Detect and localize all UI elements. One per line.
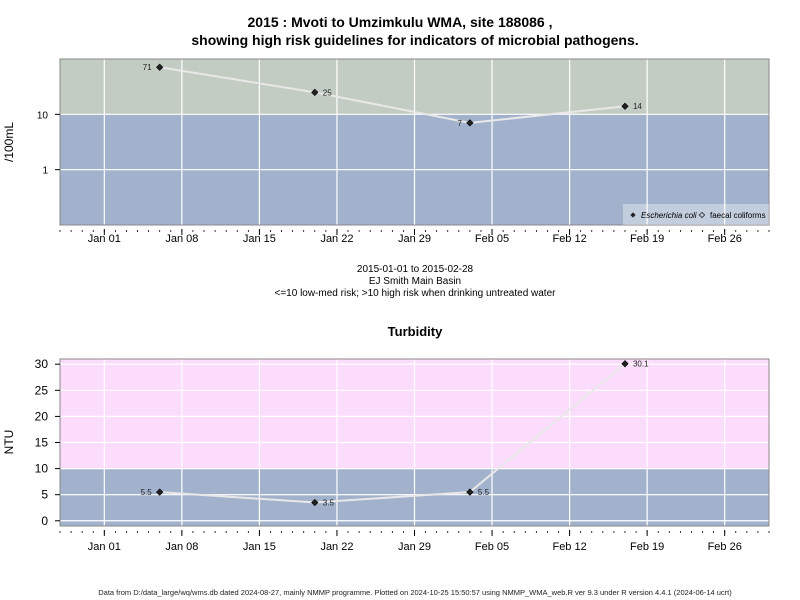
micro-data-label: 14 [633, 102, 642, 111]
micro-xtick-label: Feb 12 [552, 233, 586, 245]
turb-ytick-label: 25 [35, 383, 49, 397]
turb-data-label: 5.5 [478, 488, 490, 497]
turb-xtick-label: Feb 05 [475, 541, 509, 553]
turb-xtick-label: Jan 29 [398, 541, 431, 553]
micro-series-line [159, 66, 626, 124]
turb-data-point [156, 488, 164, 496]
location-text: EJ Smith Main Basin [368, 276, 462, 287]
micro-data-point [156, 63, 164, 71]
turb-xtick-label: Jan 15 [243, 541, 276, 553]
turb-xtick-label: Feb 12 [552, 541, 586, 553]
micro-xtick-label: Jan 01 [88, 233, 121, 245]
turb-data-point [466, 488, 474, 496]
micro-xtick-label: Jan 08 [165, 233, 198, 245]
turb-xtick-label: Feb 19 [630, 541, 664, 553]
turb-ylabel: NTU [2, 430, 16, 455]
legend-label-faecal: faecal coliforms [710, 211, 766, 220]
legend-box [623, 204, 769, 225]
micro-data-point [311, 88, 319, 96]
micro-xtick-label: Feb 26 [708, 233, 742, 245]
risk-note-text: <=10 low-med risk; >10 high risk when dr… [274, 288, 556, 299]
date-range-text: 2015-01-01 to 2015-02-28 [356, 264, 474, 275]
legend-marker-ecoli [630, 212, 636, 218]
turb-xtick-label: Jan 08 [165, 541, 198, 553]
turb-ytick-label: 5 [41, 488, 48, 502]
turb-ytick-label: 10 [35, 462, 49, 476]
micro-xtick-label: Feb 19 [630, 233, 664, 245]
chart-title-line2: showing high risk guidelines for indicat… [191, 32, 639, 48]
turb-xtick-label: Feb 26 [708, 541, 742, 553]
micro-data-point [621, 102, 629, 110]
turb-ytick-label: 15 [35, 436, 49, 450]
turb-series-line [159, 362, 626, 504]
micro-xtick-label: Jan 15 [243, 233, 276, 245]
micro-data-label: 25 [323, 88, 332, 97]
turb-ytick-label: 30 [35, 357, 49, 371]
micro-data-point [466, 119, 474, 127]
footer-note: Data from D:/data_large/wq/wms.db dated … [98, 588, 732, 597]
turb-ytick-label: 20 [35, 409, 49, 423]
micro-xtick-label: Feb 05 [475, 233, 509, 245]
legend-marker-faecal [698, 211, 706, 219]
micro-data-label: 7 [457, 119, 462, 128]
micro-data-label: 71 [143, 63, 152, 72]
micro-ytick-label: 1 [42, 166, 48, 177]
legend-label-ecoli: Escherichia coli [641, 211, 697, 220]
turb-data-label: 30.1 [633, 360, 649, 369]
micro-plot-border [59, 58, 770, 226]
chart-title-line1: 2015 : Mvoti to Umzimkulu WMA, site 1880… [247, 14, 553, 30]
micro-ytick-label: 10 [37, 110, 49, 121]
turb-data-point [311, 498, 319, 507]
micro-ylabel: /100mL [2, 122, 16, 162]
turb-xtick-label: Jan 22 [320, 541, 353, 553]
turb-xtick-label: Jan 01 [88, 541, 121, 553]
turb-data-point [621, 360, 629, 368]
turbidity-title: Turbidity [387, 324, 443, 339]
turb-data-label: 5.5 [141, 488, 153, 497]
turb-ytick-label: 0 [41, 514, 48, 528]
micro-xtick-label: Jan 22 [320, 233, 353, 245]
turb-data-label: 3.5 [323, 499, 335, 508]
micro-xtick-label: Jan 29 [398, 233, 431, 245]
